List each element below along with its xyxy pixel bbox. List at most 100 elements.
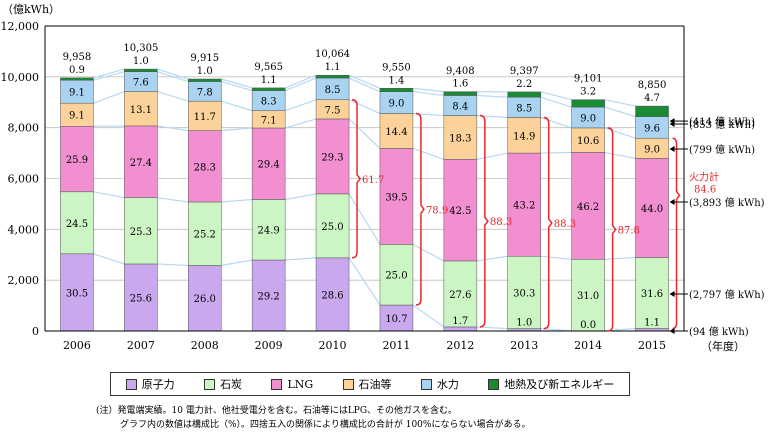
connector-line bbox=[93, 71, 125, 81]
bar-segment bbox=[571, 152, 605, 260]
total-label: 9,408 bbox=[446, 66, 475, 77]
bar-segment bbox=[571, 127, 605, 153]
share-label: 0.9 bbox=[69, 65, 85, 76]
share-label: 7.8 bbox=[197, 87, 213, 98]
bar-segment bbox=[124, 197, 158, 265]
legend-item: 水力 bbox=[420, 376, 459, 392]
share-label: 0.0 bbox=[580, 320, 596, 331]
total-label: 9,101 bbox=[574, 74, 603, 85]
total-label: 9,915 bbox=[190, 53, 219, 64]
bar-segment bbox=[188, 78, 222, 82]
connector-line bbox=[412, 91, 444, 97]
connector-line bbox=[284, 99, 317, 112]
bar-segment bbox=[379, 88, 414, 92]
share-label: 14.4 bbox=[385, 127, 407, 138]
share-label: 8.4 bbox=[452, 102, 468, 113]
legend-label: 石油等 bbox=[358, 378, 392, 391]
fossil-brace bbox=[479, 114, 489, 328]
connector-line bbox=[348, 193, 381, 245]
legend-label: LNG bbox=[287, 377, 314, 391]
connector-line bbox=[604, 256, 636, 260]
share-label: 4.7 bbox=[644, 93, 660, 104]
fossil-brace bbox=[607, 127, 617, 332]
share-label: 1.4 bbox=[388, 75, 404, 86]
legend-label: 石炭 bbox=[220, 378, 243, 391]
stacked-bar-chart: 9,958 10,305 9,915 9,565 10,064 9,550 9,408 9,3… bbox=[1, 3, 765, 353]
connector-line bbox=[476, 255, 508, 262]
x-tick-label: 2014 bbox=[574, 339, 602, 352]
share-label: 30.5 bbox=[66, 288, 88, 299]
legend-item: 石炭 bbox=[204, 376, 242, 392]
share-label: 29.3 bbox=[321, 152, 343, 163]
x-tick-label: 2008 bbox=[191, 339, 219, 352]
bar-segment bbox=[315, 193, 350, 259]
x-tick-label: 2012 bbox=[446, 339, 474, 352]
bar-segment bbox=[315, 118, 350, 195]
connector-line bbox=[412, 304, 445, 328]
connector-line bbox=[221, 259, 253, 267]
legend-swatch bbox=[125, 378, 137, 390]
x-tick-label: 2006 bbox=[63, 339, 91, 352]
total-label: 10,305 bbox=[123, 43, 158, 54]
bar-segment bbox=[379, 113, 414, 149]
connector-line bbox=[93, 253, 125, 265]
share-label: 44.0 bbox=[641, 204, 663, 215]
footnote-line: グラフ内の数値は構成比（%）。四捨五入の関係により構成比の合計が 100%になら… bbox=[120, 420, 531, 430]
y-tick-label: 4,000 bbox=[8, 223, 40, 236]
share-label: 9.0 bbox=[580, 113, 596, 124]
bar-segment bbox=[379, 304, 414, 332]
total-label: 8,850 bbox=[638, 80, 667, 91]
bar-segment bbox=[507, 91, 541, 98]
share-label: 10.6 bbox=[577, 136, 599, 147]
connector-line bbox=[348, 74, 381, 89]
total-label: 9,565 bbox=[254, 62, 283, 73]
connector-line bbox=[221, 127, 253, 132]
connector-line bbox=[221, 100, 253, 112]
bar-segment bbox=[188, 201, 222, 266]
legend-swatch bbox=[204, 378, 216, 390]
y-tick-label: 12,000 bbox=[1, 20, 40, 33]
legend-swatch bbox=[342, 378, 354, 390]
x-tick-label: 2010 bbox=[319, 339, 347, 352]
connector-line bbox=[284, 77, 317, 92]
connector-line bbox=[221, 198, 253, 203]
bar-segment bbox=[60, 125, 94, 193]
connector-line bbox=[285, 193, 317, 201]
share-label: 9.1 bbox=[69, 88, 85, 99]
x-tick-label: 2011 bbox=[382, 339, 410, 352]
connector-line bbox=[285, 257, 317, 261]
share-label: 25.0 bbox=[321, 222, 343, 233]
bar-segment bbox=[188, 130, 222, 203]
fossil-brace bbox=[415, 112, 425, 306]
share-label: 25.3 bbox=[130, 227, 152, 238]
connector-line bbox=[157, 71, 189, 83]
bar-segment bbox=[315, 74, 350, 79]
bar-segment bbox=[635, 257, 669, 329]
share-label: 11.7 bbox=[194, 112, 216, 123]
annotation-label: (853 億 kWh) bbox=[689, 118, 755, 131]
total-label: 9,958 bbox=[63, 52, 92, 63]
legend-swatch bbox=[271, 378, 283, 390]
annotation-arrowhead bbox=[669, 121, 675, 127]
connector-line bbox=[157, 68, 189, 80]
annotation-label: (414 億 kWh) bbox=[689, 115, 755, 128]
share-label: 1.1 bbox=[325, 62, 341, 73]
share-label: 3.2 bbox=[580, 87, 596, 98]
connector-line bbox=[348, 118, 381, 149]
footnotes: (注）発電端実績。10 電力計、他社受電分を含む。石油等にはLPG、その他ガスを… bbox=[96, 404, 530, 432]
legend-item: 地熱及び新エネルギー bbox=[488, 376, 614, 392]
connector-line bbox=[604, 151, 636, 160]
legend-swatch bbox=[488, 378, 500, 390]
legend-item: LNG bbox=[271, 378, 313, 391]
total-label: 9,550 bbox=[382, 62, 411, 73]
bar-segment bbox=[251, 259, 286, 332]
connector-line bbox=[476, 152, 508, 160]
share-label: 1.1 bbox=[261, 75, 277, 86]
connector-line bbox=[348, 99, 381, 115]
share-label: 28.3 bbox=[194, 162, 216, 173]
bar-segment bbox=[124, 68, 158, 72]
share-label: 1.0 bbox=[197, 66, 213, 77]
series-connector-lines bbox=[93, 68, 636, 332]
share-label: 29.4 bbox=[258, 160, 280, 171]
